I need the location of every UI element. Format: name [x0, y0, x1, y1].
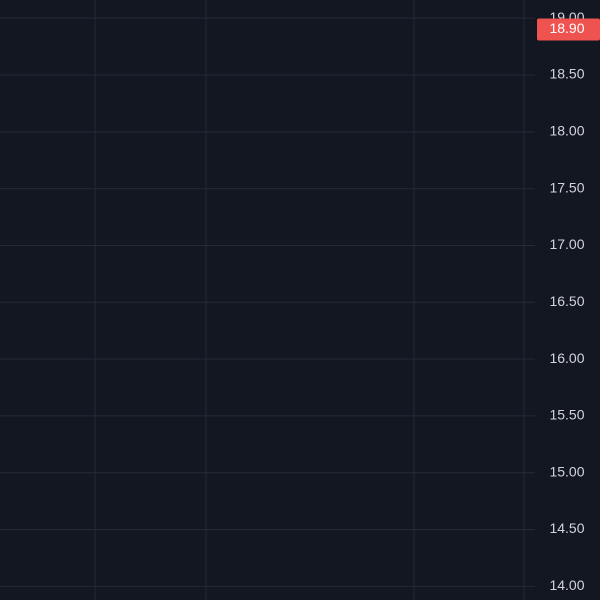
y-tick-label: 18.50 — [549, 66, 584, 82]
y-tick-label: 16.00 — [549, 350, 584, 366]
grid — [0, 0, 535, 600]
y-tick-label: 16.50 — [549, 293, 584, 309]
y-tick-label: 15.50 — [549, 407, 584, 423]
last-price-box — [537, 18, 600, 41]
y-tick-label: 15.00 — [549, 463, 584, 479]
y-tick-label: 17.50 — [549, 179, 584, 195]
y-tick-label: 14.00 — [549, 577, 584, 593]
y-tick-label: 17.00 — [549, 236, 584, 252]
last-price-label: 18.90 — [549, 20, 584, 36]
y-tick-label: 14.50 — [549, 520, 584, 536]
y-tick-label: 18.00 — [549, 123, 584, 139]
price-axis: 14.00 14.50 15.00 15.50 16.00 16.50 17.00 17.50… — [537, 9, 600, 593]
